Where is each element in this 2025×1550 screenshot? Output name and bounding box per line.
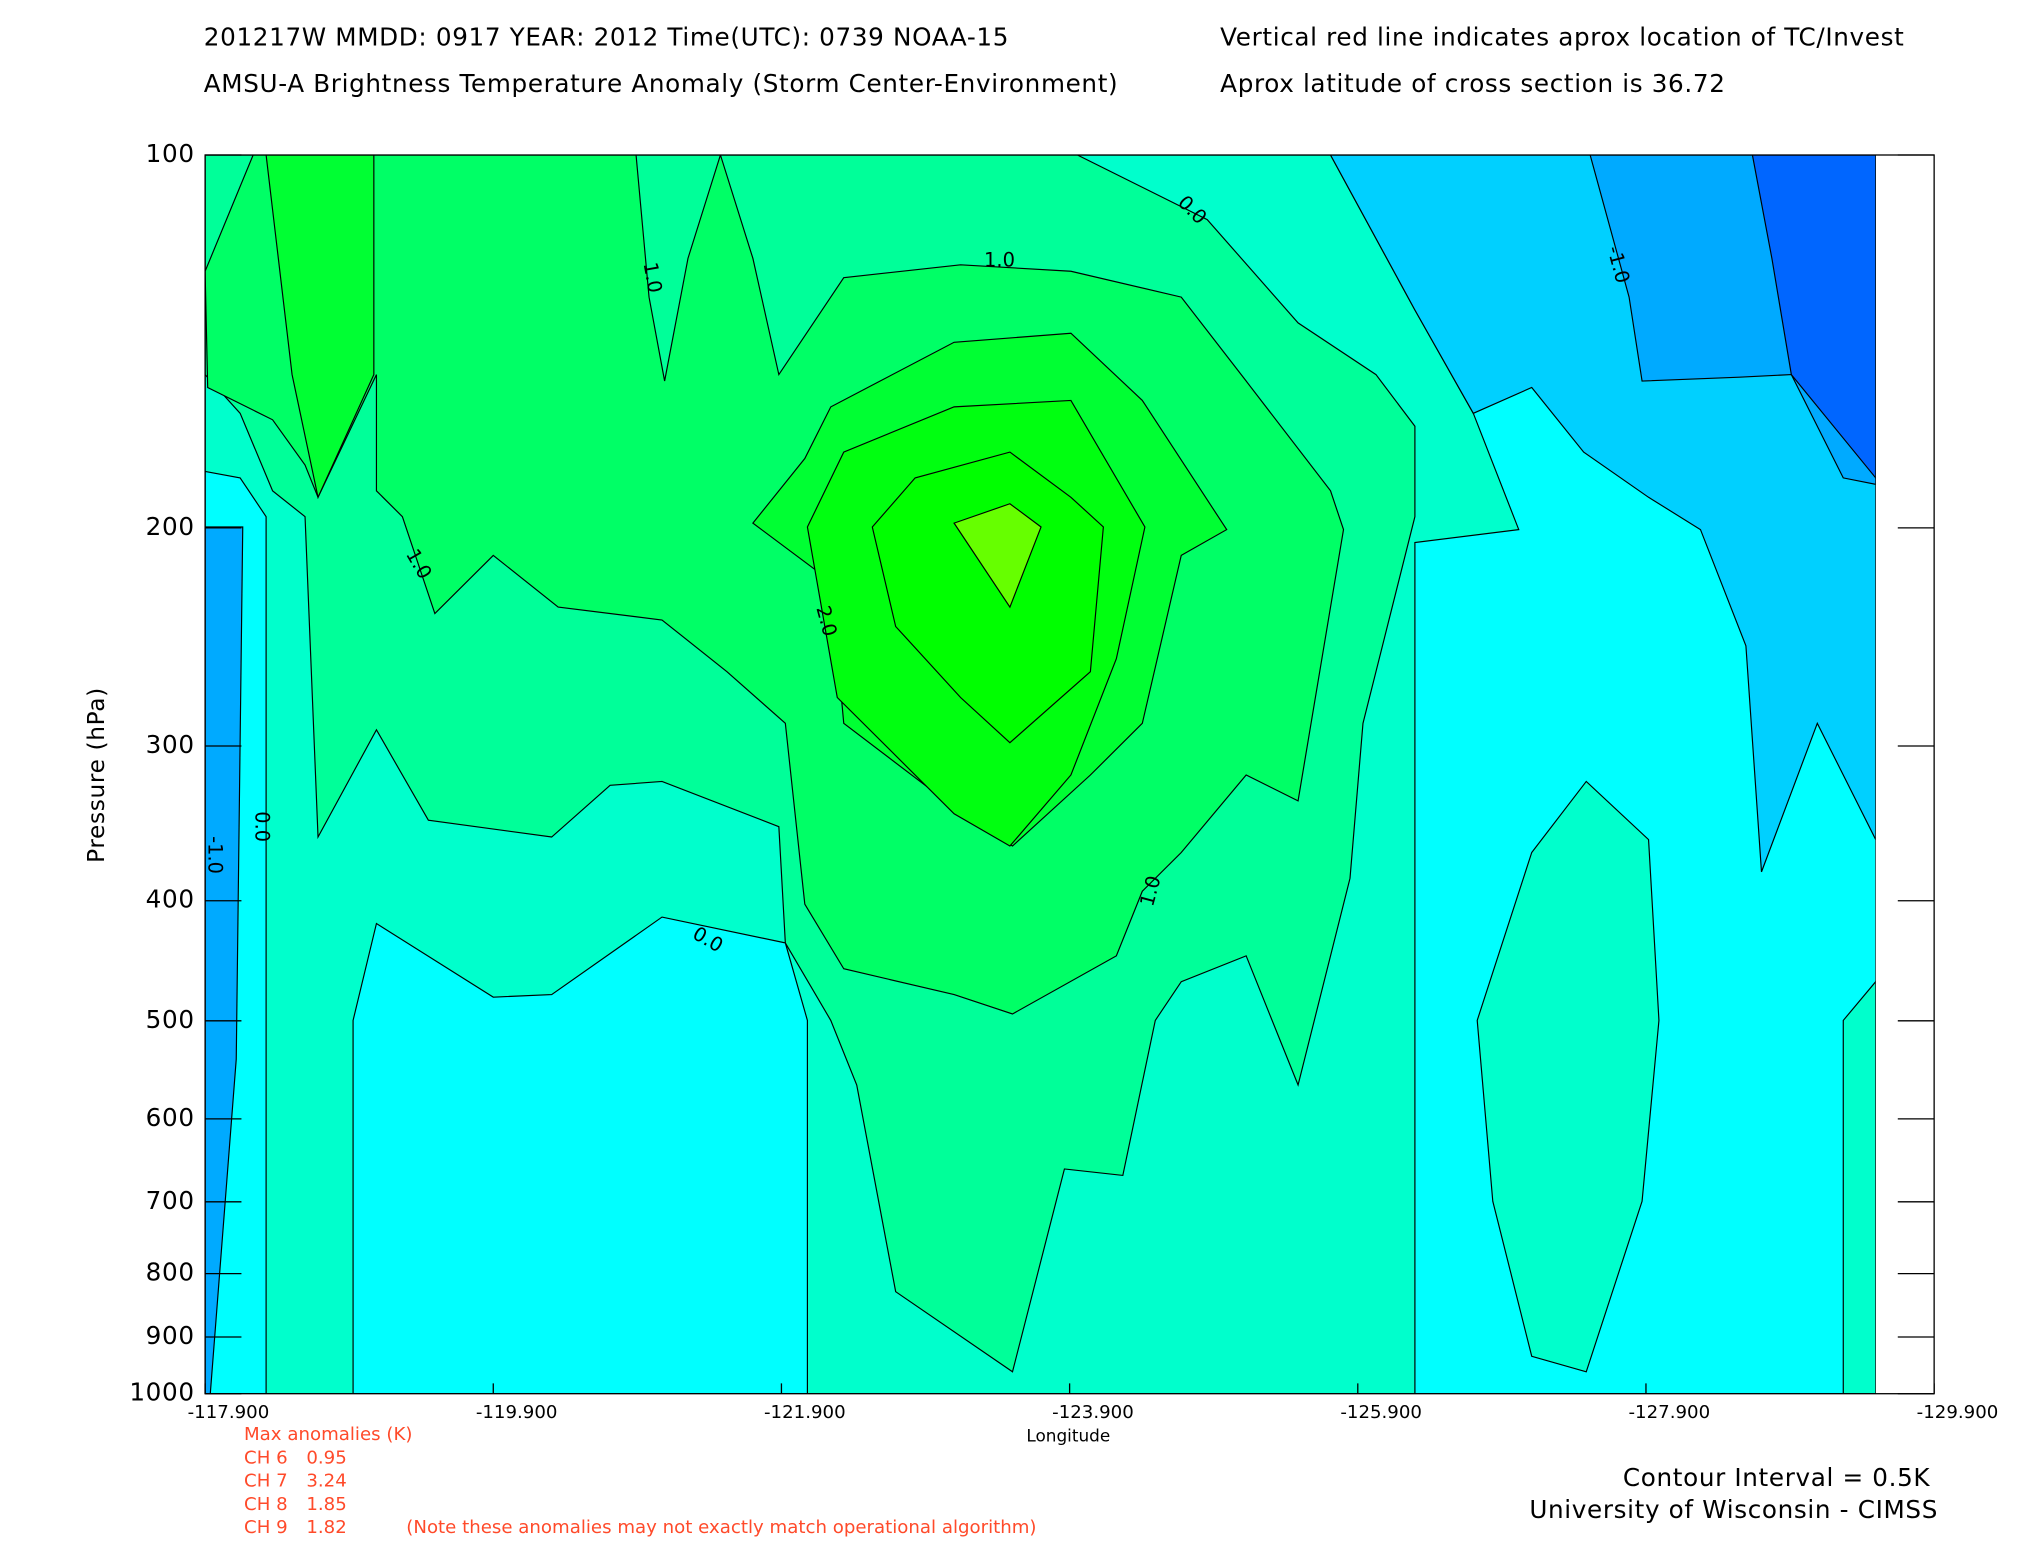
y-tick-label: 900 [146,1321,195,1350]
x-tick-label: -129.900 [1917,1402,1999,1423]
x-tick-label: -125.900 [1340,1402,1422,1423]
x-tick-label: -117.900 [188,1402,270,1423]
x-tick-label: -121.900 [764,1402,846,1423]
contour-region [871,451,1104,744]
contour-label: -1.0 [204,836,227,874]
contour-region [265,155,375,500]
anomaly-title: Max anomalies (K) [244,1424,412,1445]
contour-region [953,503,1042,609]
y-tick-label: 200 [146,512,195,541]
header-line: Aprox latitude of cross section is 36.72 [1220,69,1725,98]
anomaly-value: 0.95 [306,1447,346,1468]
y-tick-label: 600 [146,1103,195,1132]
y-tick-label: 300 [146,730,195,759]
header-line: Vertical red line indicates aprox locati… [1220,23,1904,52]
contour-region [205,526,244,1394]
anomaly-channel: CH 6 [244,1447,288,1468]
anomaly-channel: CH 8 [244,1494,288,1515]
y-axis-label: Pressure (hPa) [83,687,110,863]
x-tick-label: -127.900 [1629,1402,1711,1423]
anomaly-channel: CH 9 [244,1517,288,1538]
y-tick-label: 500 [146,1005,195,1034]
anomaly-channel: CH 7 [244,1471,288,1492]
contour-label: 1.0 [639,260,667,294]
contour-label: 1.0 [984,248,1015,271]
contour-label: 0.0 [250,811,273,842]
x-axis-label: Longitude [1026,1425,1110,1445]
anomaly-note: (Note these anomalies may not exactly ma… [406,1517,1036,1538]
contour-region [1751,155,1876,479]
contour-region [1476,780,1660,1373]
header-line: 201217W MMDD: 0917 YEAR: 2012 Time(UTC):… [204,23,1009,52]
y-tick-label: 800 [146,1258,195,1287]
contour-interval: Contour Interval = 0.5K [1623,1463,1931,1492]
anomaly-value: 3.24 [306,1471,346,1492]
anomaly-value: 1.85 [306,1494,346,1515]
x-tick-label: -123.900 [1052,1402,1134,1423]
credit: University of Wisconsin - CIMSS [1529,1495,1938,1524]
y-tick-label: 1000 [129,1378,194,1407]
y-tick-label: 700 [146,1186,195,1215]
anomaly-value: 1.82 [306,1517,346,1538]
y-tick-label: 400 [146,885,195,914]
contour-region [1842,980,1876,1394]
header-line: AMSU-A Brightness Temperature Anomaly (S… [204,69,1119,98]
y-tick-label: 100 [146,139,195,168]
contour-field: 1.01.01.01.00.00.00.02.0-1.0-1.0 [204,155,1876,1394]
axes: 100 200 300 400 500 600 700 800 900 1000-117.900 -… [129,139,1998,1423]
x-tick-label: -119.900 [476,1402,558,1423]
